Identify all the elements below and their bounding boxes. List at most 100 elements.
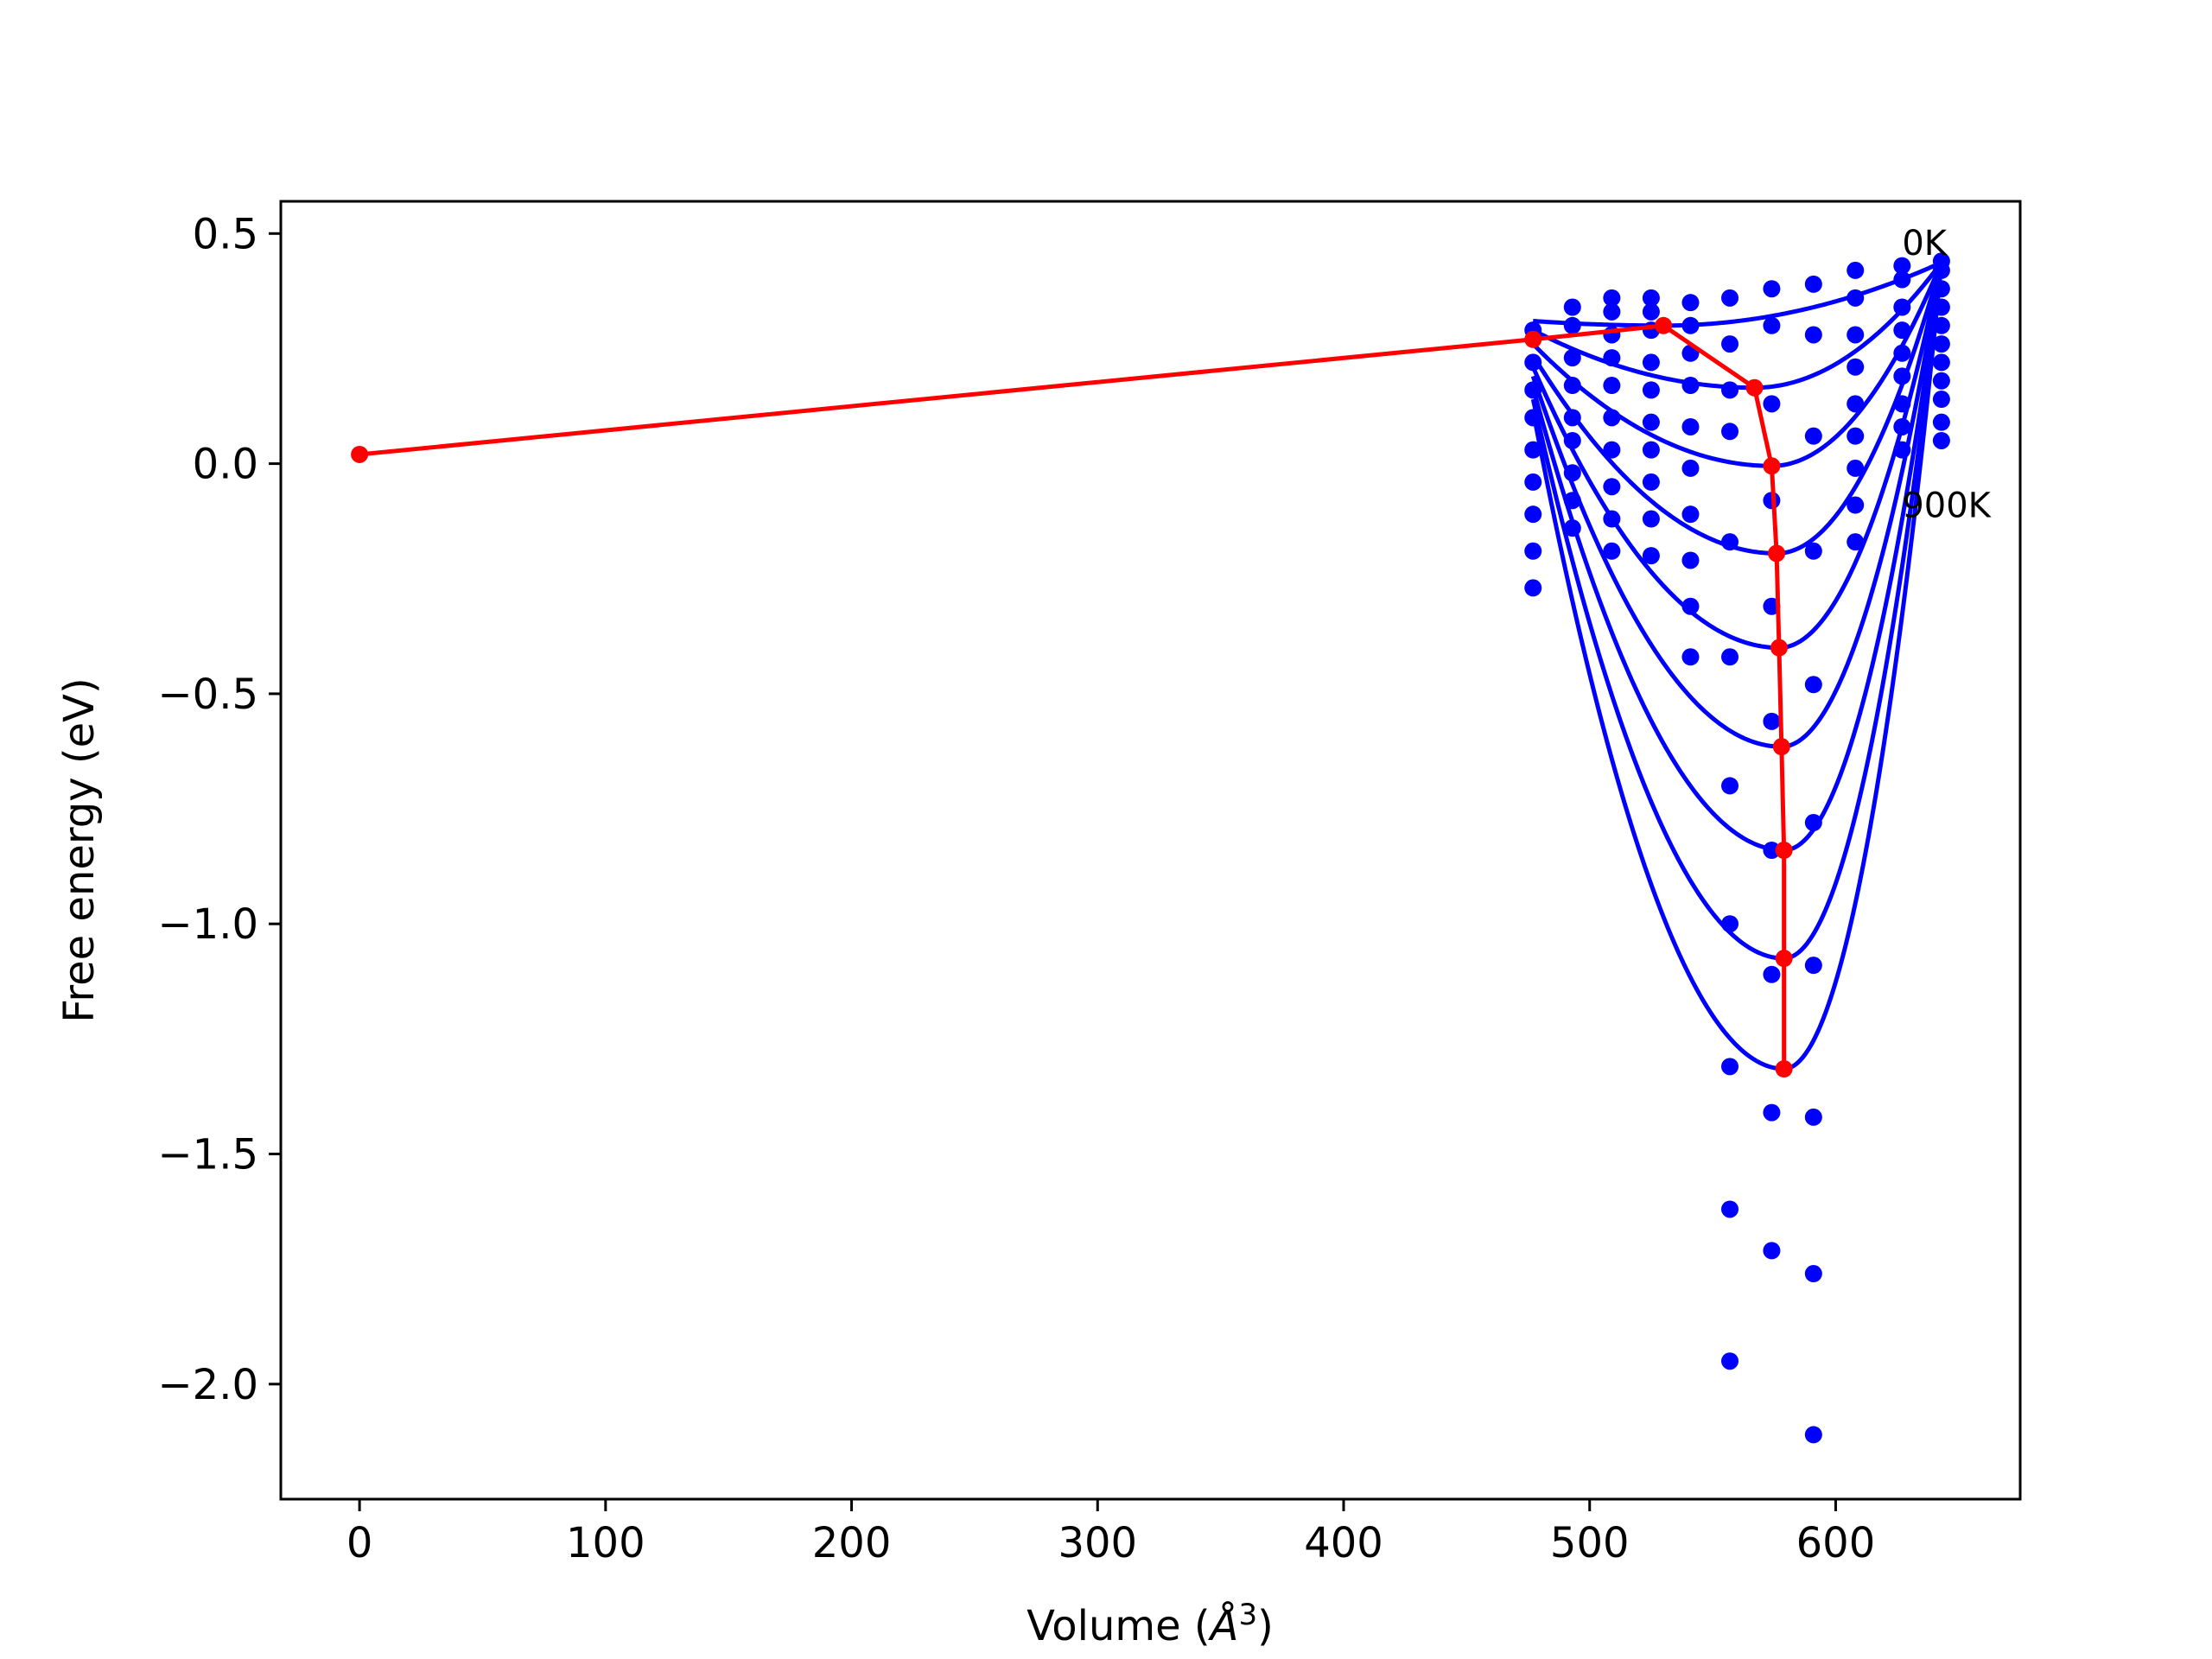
fit-curves — [1530, 260, 1944, 1071]
x-tick-label: 600 — [1796, 1519, 1876, 1567]
minimum-path-point — [1745, 378, 1764, 397]
data-point — [1642, 353, 1660, 372]
data-point — [1893, 270, 1911, 289]
data-point — [1642, 289, 1660, 307]
minimum-path-point — [1768, 544, 1786, 563]
data-point — [1563, 298, 1581, 316]
y-axis-label: Free energy (eV) — [55, 677, 104, 1022]
data-point — [1847, 289, 1865, 307]
data-point — [1721, 1200, 1739, 1218]
y-tick-label: −2.0 — [157, 1361, 258, 1409]
data-point — [1804, 542, 1822, 560]
data-point — [1804, 676, 1822, 694]
x-axis-label: Volume (Å3) — [1027, 1598, 1274, 1650]
data-point — [1563, 492, 1581, 510]
data-point — [1642, 441, 1660, 459]
data-point — [1642, 413, 1660, 431]
data-point — [1932, 413, 1950, 431]
minimum-path-point — [351, 445, 369, 463]
data-point — [1847, 459, 1865, 477]
data-point — [1932, 298, 1950, 316]
data-point — [1603, 510, 1621, 528]
x-tick-label: 0 — [346, 1519, 373, 1567]
data-point — [1563, 409, 1581, 427]
data-point — [1681, 505, 1700, 524]
data-point — [1681, 597, 1700, 615]
data-point — [1763, 842, 1781, 859]
data-point — [1932, 431, 1950, 449]
data-point — [1893, 395, 1911, 413]
minimum-path-point — [1655, 316, 1673, 334]
data-point — [1763, 280, 1781, 298]
data-point — [1563, 377, 1581, 395]
y-tick-label: −1.0 — [157, 900, 258, 949]
y-tick-label: 0.5 — [193, 210, 258, 258]
data-point — [1893, 344, 1911, 362]
data-point — [1763, 1242, 1781, 1260]
data-point — [1642, 381, 1660, 399]
data-point — [1524, 505, 1542, 524]
data-point — [1804, 427, 1822, 445]
fit-curve-8 — [1530, 262, 1944, 1071]
data-point — [1893, 321, 1911, 340]
x-tick-label: 200 — [812, 1519, 892, 1567]
data-point — [1763, 1103, 1781, 1122]
data-point — [1721, 335, 1739, 353]
y-tick-label: 0.0 — [193, 441, 258, 489]
data-point — [1681, 551, 1700, 569]
data-point — [1681, 377, 1700, 395]
data-point — [1932, 391, 1950, 409]
data-point — [1804, 814, 1822, 832]
x-tick-label: 300 — [1058, 1519, 1137, 1567]
minimum-path-point — [1775, 950, 1793, 968]
minimum-path-point — [1763, 457, 1781, 475]
data-point — [1763, 712, 1781, 730]
temperature-annotation: 0K — [1902, 224, 1948, 264]
minimum-path — [351, 316, 1793, 1077]
data-point — [1642, 473, 1660, 491]
data-point — [1524, 409, 1542, 427]
data-point — [1524, 579, 1542, 597]
data-point — [1681, 294, 1700, 312]
data-point — [1603, 349, 1621, 367]
data-point — [1603, 377, 1621, 395]
data-point — [1681, 459, 1700, 477]
data-point — [1681, 417, 1700, 435]
plot-frame — [279, 200, 2022, 1501]
fit-curve-7 — [1530, 262, 1944, 961]
data-point — [1847, 358, 1865, 376]
data-point — [1721, 423, 1739, 441]
data-point — [1563, 464, 1581, 482]
data-point — [1721, 533, 1739, 551]
minimum-path-point — [1772, 738, 1790, 756]
data-point — [1804, 957, 1822, 975]
data-point — [1847, 326, 1865, 344]
data-point — [1932, 372, 1950, 390]
annotations: 0K 900K — [1902, 224, 1992, 526]
minimum-path-point — [1770, 639, 1788, 657]
data-point — [1524, 381, 1542, 399]
data-point — [1681, 316, 1700, 334]
data-point — [1804, 1426, 1822, 1444]
data-point — [1603, 289, 1621, 307]
data-point — [1763, 395, 1781, 413]
data-point — [1893, 367, 1911, 385]
x-axis-ticks: 0 100 200 300 400 500 600 — [346, 1499, 1875, 1567]
data-point — [1721, 648, 1739, 666]
y-tick-label: −1.5 — [157, 1131, 258, 1179]
fit-curve-0 — [1533, 260, 1942, 328]
data-point — [1721, 1058, 1739, 1076]
data-point — [1932, 335, 1950, 353]
data-point — [1524, 542, 1542, 560]
data-point — [1721, 381, 1739, 399]
data-points — [1524, 252, 1950, 1444]
data-point — [1893, 417, 1911, 435]
data-point — [1603, 409, 1621, 427]
data-point — [1563, 316, 1581, 334]
data-point — [1804, 1265, 1822, 1283]
data-point — [1603, 441, 1621, 459]
fit-curve-3 — [1531, 262, 1944, 556]
data-point — [1893, 441, 1911, 459]
